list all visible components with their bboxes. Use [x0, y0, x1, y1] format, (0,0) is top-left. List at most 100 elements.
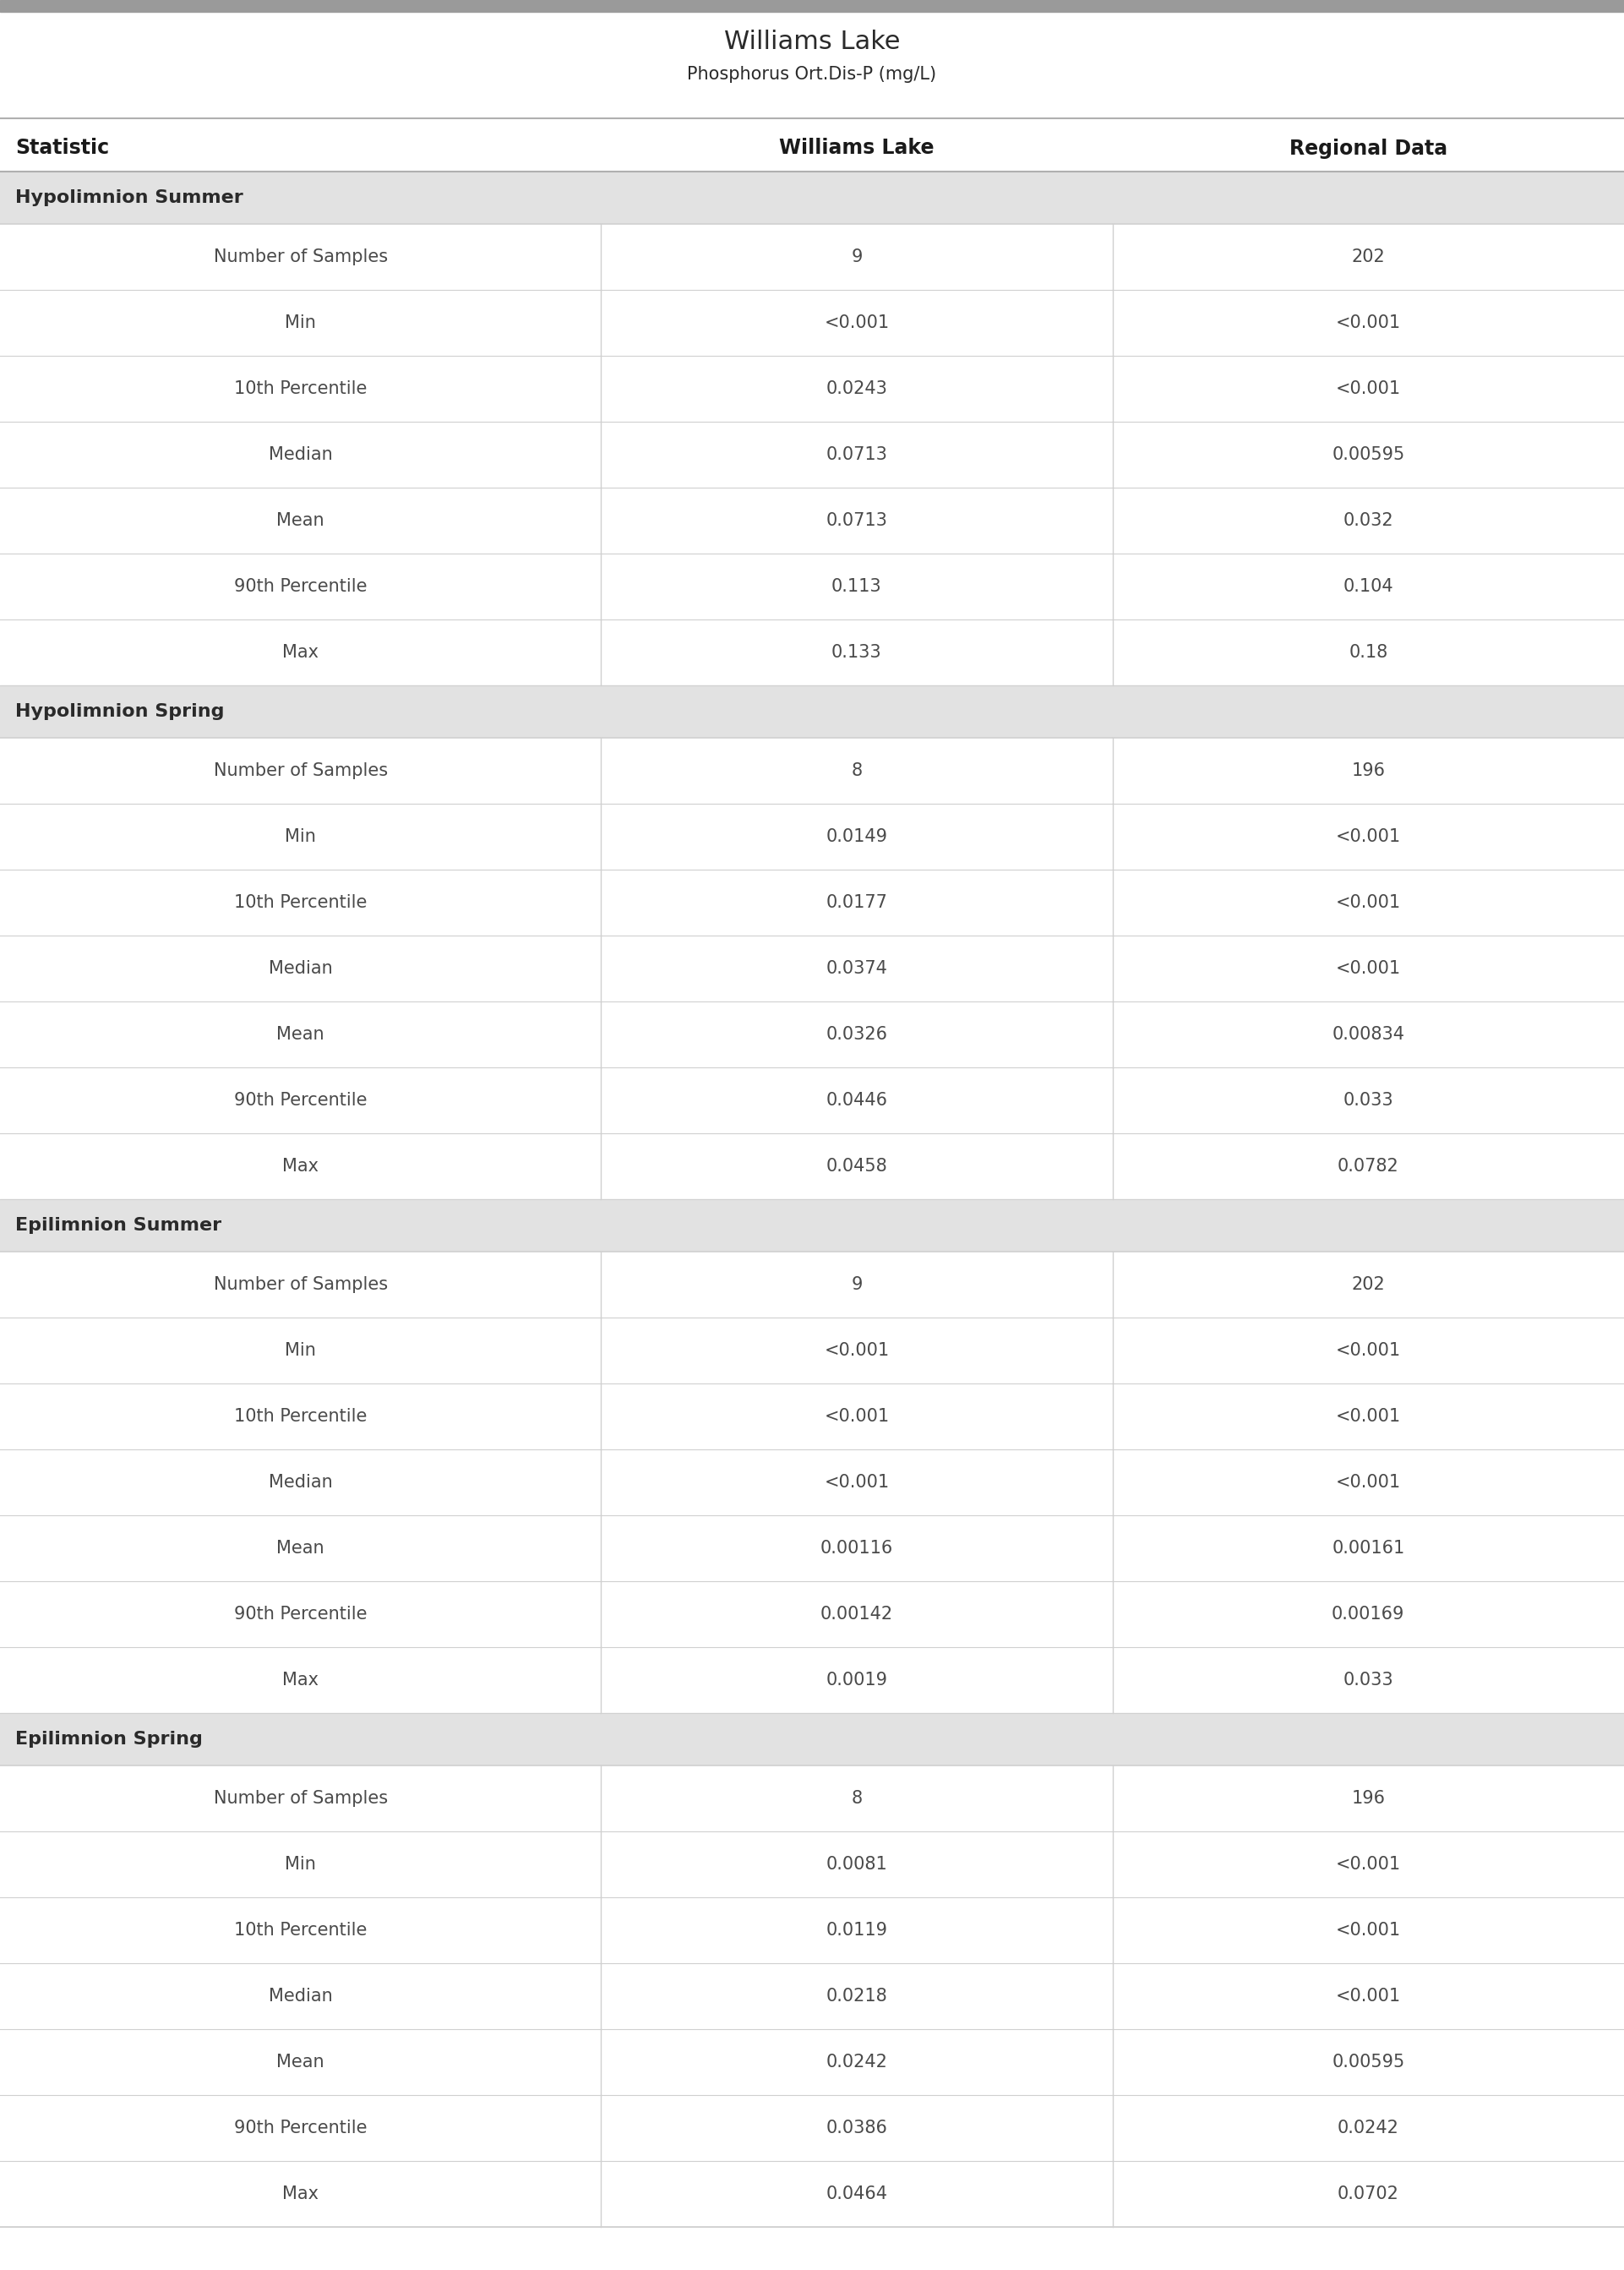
Text: <0.001: <0.001	[1335, 1342, 1402, 1360]
Text: Number of Samples: Number of Samples	[213, 1791, 388, 1807]
Bar	[0, 554, 1624, 620]
Text: 0.0702: 0.0702	[1338, 2186, 1398, 2202]
Text: Median: Median	[268, 447, 333, 463]
Bar	[0, 2029, 1624, 2095]
Text: 90th Percentile: 90th Percentile	[234, 2120, 367, 2136]
Text: 0.00161: 0.00161	[1332, 1539, 1405, 1557]
Text: <0.001: <0.001	[823, 1473, 890, 1491]
Text: 0.0242: 0.0242	[827, 2054, 887, 2070]
Text: 0.032: 0.032	[1343, 513, 1393, 529]
Text: Min: Min	[284, 313, 317, 331]
Text: <0.001: <0.001	[1335, 1473, 1402, 1491]
Text: Epilimnion Spring: Epilimnion Spring	[15, 1730, 203, 1748]
Text: 0.113: 0.113	[831, 579, 882, 595]
Text: Number of Samples: Number of Samples	[213, 1276, 388, 1294]
Text: 0.033: 0.033	[1343, 1092, 1393, 1108]
Text: 9: 9	[851, 1276, 862, 1294]
Bar	[0, 1317, 1624, 1382]
Text: 8: 8	[851, 1791, 862, 1807]
Bar	[0, 686, 1624, 738]
Text: <0.001: <0.001	[1335, 381, 1402, 397]
Text: 0.18: 0.18	[1348, 645, 1389, 661]
Bar	[0, 1448, 1624, 1516]
Text: 0.0218: 0.0218	[827, 1989, 887, 2004]
Text: <0.001: <0.001	[823, 1407, 890, 1426]
Bar	[0, 1382, 1624, 1448]
Text: Williams Lake: Williams Lake	[780, 138, 934, 159]
Bar	[0, 1582, 1624, 1648]
Text: Number of Samples: Number of Samples	[213, 247, 388, 266]
Bar	[0, 2095, 1624, 2161]
Text: 90th Percentile: 90th Percentile	[234, 579, 367, 595]
Bar	[0, 291, 1624, 356]
Text: 0.0374: 0.0374	[827, 960, 887, 976]
Text: 0.0243: 0.0243	[827, 381, 887, 397]
Bar	[0, 1251, 1624, 1317]
Text: <0.001: <0.001	[1335, 960, 1402, 976]
Text: Median: Median	[268, 1989, 333, 2004]
Text: Mean: Mean	[276, 1026, 325, 1042]
Bar	[0, 0, 1624, 11]
Bar	[0, 356, 1624, 422]
Text: Hypolimnion Spring: Hypolimnion Spring	[15, 704, 224, 720]
Text: 90th Percentile: 90th Percentile	[234, 1092, 367, 1108]
Bar	[0, 225, 1624, 291]
Text: <0.001: <0.001	[1335, 313, 1402, 331]
Text: Max: Max	[283, 1671, 318, 1689]
Text: Min: Min	[284, 1857, 317, 1873]
Text: Min: Min	[284, 1342, 317, 1360]
Text: 0.0458: 0.0458	[827, 1158, 887, 1174]
Text: 0.00116: 0.00116	[820, 1539, 893, 1557]
Text: Median: Median	[268, 960, 333, 976]
Text: <0.001: <0.001	[823, 1342, 890, 1360]
Text: Mean: Mean	[276, 513, 325, 529]
Text: 8: 8	[851, 763, 862, 779]
Text: Number of Samples: Number of Samples	[213, 763, 388, 779]
Text: <0.001: <0.001	[1335, 1857, 1402, 1873]
Text: Epilimnion Summer: Epilimnion Summer	[15, 1217, 221, 1235]
Text: <0.001: <0.001	[1335, 1407, 1402, 1426]
Bar	[0, 422, 1624, 488]
Text: Min: Min	[284, 829, 317, 844]
Text: 0.0242: 0.0242	[1338, 2120, 1398, 2136]
Bar	[0, 738, 1624, 804]
Text: 0.00595: 0.00595	[1332, 2054, 1405, 2070]
Text: 0.00142: 0.00142	[820, 1605, 893, 1623]
Text: 0.0326: 0.0326	[827, 1026, 887, 1042]
Text: <0.001: <0.001	[1335, 1923, 1402, 1939]
Bar	[0, 1133, 1624, 1199]
Bar	[0, 804, 1624, 869]
Bar	[0, 1964, 1624, 2029]
Text: Williams Lake: Williams Lake	[724, 30, 900, 54]
Bar	[0, 1766, 1624, 1832]
Text: 0.0713: 0.0713	[827, 513, 887, 529]
Text: 202: 202	[1351, 247, 1385, 266]
Bar	[0, 1067, 1624, 1133]
Text: Max: Max	[283, 2186, 318, 2202]
Bar	[0, 869, 1624, 935]
Text: 0.133: 0.133	[831, 645, 882, 661]
Text: 90th Percentile: 90th Percentile	[234, 1605, 367, 1623]
Bar	[0, 1714, 1624, 1766]
Text: Hypolimnion Summer: Hypolimnion Summer	[15, 188, 244, 207]
Bar	[0, 173, 1624, 225]
Text: 10th Percentile: 10th Percentile	[234, 381, 367, 397]
Text: 0.00169: 0.00169	[1332, 1605, 1405, 1623]
Text: 196: 196	[1351, 1791, 1385, 1807]
Text: 10th Percentile: 10th Percentile	[234, 1923, 367, 1939]
Bar	[0, 1648, 1624, 1714]
Text: 0.0177: 0.0177	[827, 894, 887, 910]
Text: 9: 9	[851, 247, 862, 266]
Text: Mean: Mean	[276, 1539, 325, 1557]
Text: Phosphorus Ort.Dis-P (mg/L): Phosphorus Ort.Dis-P (mg/L)	[687, 66, 937, 82]
Text: <0.001: <0.001	[1335, 894, 1402, 910]
Text: <0.001: <0.001	[823, 313, 890, 331]
Text: 0.0119: 0.0119	[827, 1923, 887, 1939]
Text: Max: Max	[283, 1158, 318, 1174]
Bar	[0, 1832, 1624, 1898]
Text: 0.0446: 0.0446	[827, 1092, 887, 1108]
Bar	[0, 1516, 1624, 1582]
Text: 10th Percentile: 10th Percentile	[234, 894, 367, 910]
Text: 0.00834: 0.00834	[1332, 1026, 1405, 1042]
Text: <0.001: <0.001	[1335, 829, 1402, 844]
